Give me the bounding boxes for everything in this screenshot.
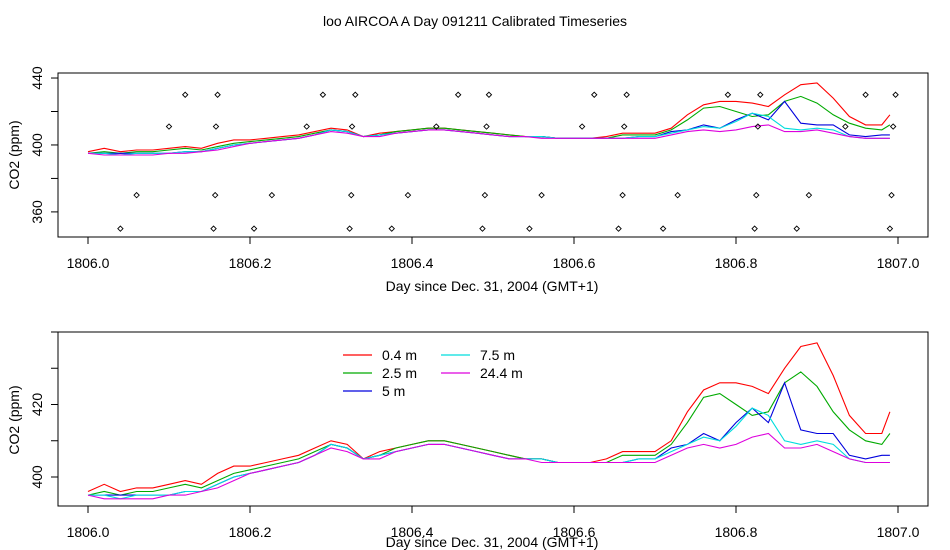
scatter-point (753, 191, 760, 199)
scatter-point (352, 91, 359, 98)
bottom-x-tick-label: 1806.4 (391, 524, 434, 540)
bottom-plot-frame (57, 331, 929, 507)
scatter-point (751, 225, 758, 232)
scatter-point (433, 123, 440, 130)
scatter-point (481, 191, 489, 199)
top-x-tick-label: 1806.6 (553, 255, 596, 271)
scatter-point (615, 225, 622, 232)
bottom-line-5-m (88, 381, 890, 496)
bottom-panel: 1806.0 1806.2 1806.4 1806.6 1806.8 1807.0 400 4… (6, 331, 929, 550)
scatter-point (892, 91, 899, 98)
top-x-tick-label: 1806.2 (229, 255, 272, 271)
scatter-point (526, 225, 533, 232)
scatter-point (793, 225, 800, 232)
bottom-y-axis-label: CO2 (ppm) (6, 385, 22, 454)
top-x-tick-label: 1806.4 (391, 255, 434, 271)
scatter-point (404, 191, 412, 199)
bottom-line-24-4-m (87, 432, 890, 500)
scatter-point (250, 225, 258, 232)
top-series-lines (87, 82, 891, 156)
scatter-point (659, 225, 667, 232)
scatter-point (479, 225, 486, 232)
scatter-point (348, 123, 356, 130)
scatter-point (454, 91, 462, 98)
chart-title: loo AIRCOA A Day 091211 Calibrated Times… (323, 13, 627, 29)
scatter-point (620, 123, 628, 130)
scatter-point (619, 191, 626, 199)
top-y-tick-label: 440 (29, 66, 45, 90)
legend-label: 7.5 m (480, 347, 515, 363)
scatter-point (724, 91, 732, 98)
scatter-point (211, 191, 219, 199)
legend-label: 5 m (382, 383, 405, 399)
top-y-axis-label: CO2 (ppm) (6, 120, 22, 189)
legend: 0.4 m 2.5 m 5 m 7.5 m 24.4 m (343, 347, 523, 399)
scatter-point (862, 91, 869, 98)
scatter-point (165, 123, 173, 130)
scatter-point (888, 191, 895, 199)
top-x-axis-label: Day since Dec. 31, 2004 (GMT+1) (386, 278, 599, 294)
bottom-axes: 1806.0 1806.2 1806.4 1806.6 1806.8 1807.0 400 4… (29, 331, 920, 540)
legend-label: 24.4 m (480, 365, 523, 381)
scatter-point (346, 225, 353, 232)
scatter-point (754, 123, 762, 130)
scatter-point (485, 91, 493, 98)
scatter-point (210, 225, 217, 232)
scatter-point (348, 191, 355, 199)
scatter-point (623, 91, 630, 98)
top-y-tick-label: 360 (29, 200, 45, 224)
scatter-point (578, 123, 586, 130)
bottom-x-tick-label: 1806.8 (715, 524, 758, 540)
scatter-point (674, 191, 681, 199)
bottom-y-tick-label: 400 (29, 465, 45, 489)
top-line-24-4-m (87, 124, 890, 156)
top-scatter-points (117, 91, 899, 232)
bottom-x-tick-label: 1806.6 (553, 524, 596, 540)
top-x-tick-label: 1806.8 (715, 255, 758, 271)
bottom-series-lines (87, 342, 891, 500)
legend-label: 2.5 m (382, 365, 417, 381)
scatter-point (214, 91, 221, 98)
bottom-x-axis-label: Day since Dec. 31, 2004 (GMT+1) (386, 534, 599, 550)
scatter-point (805, 191, 813, 199)
top-panel: 1806.0 1806.2 1806.4 1806.6 1806.8 1807.0 360 4… (6, 66, 929, 294)
scatter-point (212, 123, 220, 130)
top-x-tick-label: 1806.0 (67, 255, 110, 271)
scatter-point (757, 91, 764, 98)
top-y-tick-label: 400 (29, 133, 45, 157)
top-axes: 1806.0 1806.2 1806.4 1806.6 1806.8 1807.0 360 4… (29, 66, 920, 271)
bottom-x-tick-label: 1806.2 (229, 524, 272, 540)
scatter-point (268, 191, 276, 199)
scatter-point (483, 123, 490, 130)
bottom-line-2-5-m (87, 371, 891, 496)
scatter-point (842, 123, 849, 130)
legend-label: 0.4 m (382, 347, 417, 363)
scatter-point (133, 191, 140, 199)
scatter-point (303, 123, 310, 130)
scatter-point (181, 91, 189, 98)
top-plot-frame (57, 72, 929, 238)
bottom-x-tick-label: 1807.0 (877, 524, 920, 540)
scatter-point (388, 225, 395, 232)
bottom-x-tick-label: 1806.0 (67, 524, 110, 540)
scatter-point (886, 225, 894, 232)
top-x-tick-label: 1807.0 (877, 255, 920, 271)
bottom-y-tick-label: 420 (29, 393, 45, 417)
scatter-point (319, 91, 327, 98)
scatter-point (591, 91, 598, 98)
scatter-point (538, 191, 545, 199)
scatter-point (117, 225, 124, 232)
scatter-point (889, 123, 897, 130)
